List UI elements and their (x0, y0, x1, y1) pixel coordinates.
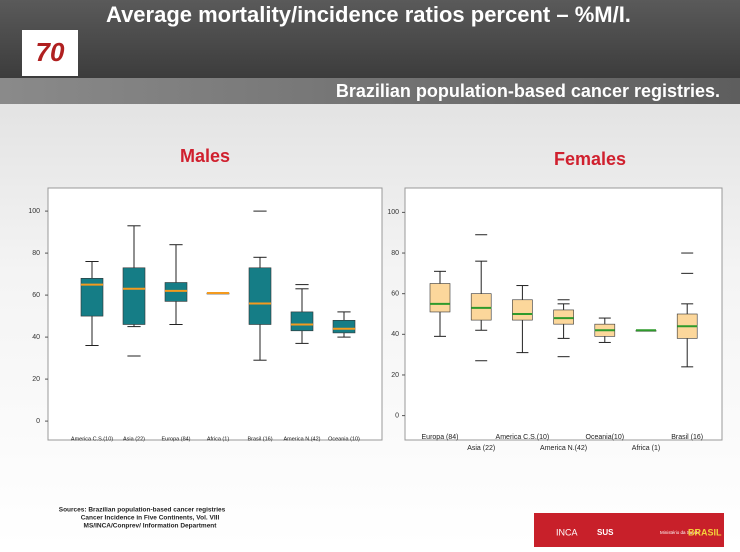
x-tick-label: Brasil (16) (247, 436, 272, 442)
title: Average mortality/incidence ratios perce… (106, 2, 631, 27)
y-tick-label: 100 (28, 208, 40, 215)
y-tick-label: 40 (391, 331, 399, 338)
x-tick-label: Oceania (10) (328, 436, 360, 442)
logo: 70 (36, 37, 65, 67)
box (512, 299, 533, 321)
subtitle: Brazilian population-based cancer regist… (336, 81, 720, 101)
x-tick-label: Asia (22) (123, 436, 145, 442)
y-tick-label: 20 (391, 372, 399, 379)
x-tick-label: Oceania(10) (586, 434, 625, 441)
y-tick-label: 40 (32, 334, 40, 341)
plot-frame (47, 187, 383, 441)
footer-logo: BRASIL (688, 527, 722, 537)
x-tick-label: America C.S.(10) (71, 436, 113, 442)
y-tick-label: 20 (32, 376, 40, 383)
x-tick-label: America N.(42) (540, 445, 587, 452)
x-tick-label: Africa (1) (632, 445, 660, 452)
x-tick-label: Brasil (16) (671, 434, 703, 441)
logo-box (22, 30, 78, 76)
box (470, 293, 492, 321)
box (332, 319, 356, 334)
footer-logo: INCA (556, 527, 578, 537)
box (429, 283, 451, 313)
x-tick-label: America C.S.(10) (496, 434, 550, 441)
box (80, 277, 104, 317)
y-tick-label: 0 (395, 412, 399, 419)
subtitle-bar (0, 78, 740, 104)
y-tick-label: 0 (36, 418, 40, 425)
box (122, 267, 146, 325)
title-wrap: Average mortality/incidence ratios perce… (106, 2, 631, 27)
y-tick-label: 80 (391, 250, 399, 257)
box (290, 311, 314, 332)
source-line: Sources: Brazilian population-based canc… (59, 507, 226, 514)
x-tick-label: Asia (22) (467, 445, 495, 452)
x-tick-label: Europa (84) (161, 436, 190, 442)
box (164, 282, 188, 302)
x-tick-label: Europa (84) (422, 434, 459, 441)
y-tick-label: 60 (391, 291, 399, 298)
footer-logo: Ministério da Saúde (660, 530, 700, 535)
source-line: MS/INCA/Conprev/ Information Department (84, 523, 218, 530)
box (248, 267, 272, 325)
y-tick-label: 60 (32, 292, 40, 299)
chart-title: Males (180, 146, 230, 166)
y-tick-label: 100 (387, 209, 399, 216)
footer-banner (534, 513, 724, 547)
x-tick-label: America N.(42) (284, 436, 321, 442)
source-line: Cancer Incidence in Five Continents, Vol… (81, 515, 220, 522)
box (553, 309, 574, 325)
x-tick-label: Africa (1) (207, 436, 229, 442)
y-tick-label: 80 (32, 250, 40, 257)
footer-logo: SUS (597, 528, 614, 537)
chart-title: Females (554, 149, 626, 169)
title-bar (0, 0, 740, 78)
